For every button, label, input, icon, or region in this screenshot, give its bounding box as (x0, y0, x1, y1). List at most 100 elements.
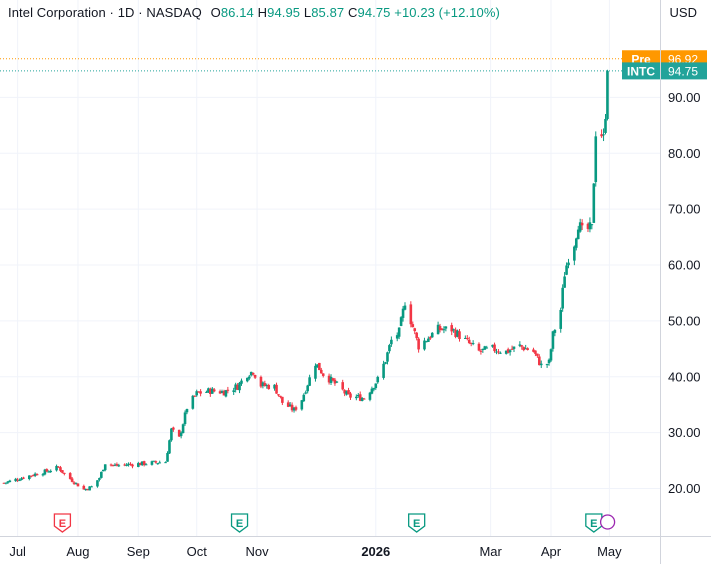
candle[interactable] (123, 463, 126, 467)
candle-body[interactable] (479, 350, 483, 352)
candle-body[interactable] (376, 376, 380, 383)
candle[interactable] (526, 347, 529, 351)
candle-body[interactable] (61, 470, 64, 473)
candle-body[interactable] (586, 223, 590, 229)
candle-body[interactable] (68, 473, 72, 479)
candle-body[interactable] (158, 462, 162, 464)
candle[interactable] (168, 439, 171, 454)
candle[interactable] (72, 481, 76, 486)
candle[interactable] (532, 347, 535, 353)
candle[interactable] (429, 335, 432, 341)
candle-body[interactable] (549, 349, 553, 361)
candle[interactable] (510, 345, 514, 350)
candle-body[interactable] (450, 325, 454, 332)
candle-body[interactable] (491, 344, 494, 347)
candle[interactable] (477, 342, 481, 352)
candle-body[interactable] (526, 348, 529, 350)
candle[interactable] (574, 237, 578, 251)
earnings-marker-shape[interactable] (585, 513, 603, 533)
candle[interactable] (96, 480, 99, 488)
candle[interactable] (390, 336, 393, 347)
candle-body[interactable] (273, 384, 276, 389)
candle-body[interactable] (356, 394, 360, 397)
candle[interactable] (29, 475, 33, 478)
candle[interactable] (594, 131, 598, 187)
candle-body[interactable] (125, 464, 128, 466)
candle-body[interactable] (127, 463, 130, 466)
candle-body[interactable] (277, 394, 280, 396)
candle-body[interactable] (286, 402, 290, 407)
candle-body[interactable] (343, 390, 346, 394)
candle[interactable] (158, 460, 162, 464)
candle-body[interactable] (409, 304, 413, 325)
candle-body[interactable] (16, 479, 19, 481)
candle-body[interactable] (471, 343, 475, 345)
candle-body[interactable] (281, 396, 284, 403)
candle-body[interactable] (179, 432, 183, 437)
candle[interactable] (166, 451, 169, 462)
candle-body[interactable] (294, 407, 298, 410)
candle-body[interactable] (86, 489, 90, 491)
candle[interactable] (205, 390, 208, 393)
candle-body[interactable] (355, 396, 358, 399)
candle-body[interactable] (90, 486, 93, 488)
earnings-marker[interactable]: E (230, 513, 249, 533)
candle-body[interactable] (518, 344, 522, 346)
candle-body[interactable] (347, 390, 350, 394)
earnings-marker-shape[interactable] (230, 513, 249, 533)
candle-body[interactable] (100, 471, 103, 478)
candle-body[interactable] (551, 331, 555, 349)
candle-body[interactable] (140, 461, 144, 466)
candle-body[interactable] (137, 463, 140, 467)
candle-body[interactable] (504, 350, 508, 354)
candle[interactable] (423, 337, 426, 351)
candle-body[interactable] (467, 339, 471, 344)
candle[interactable] (103, 464, 107, 472)
candle-body[interactable] (341, 382, 345, 390)
candle[interactable] (177, 429, 181, 437)
candle[interactable] (573, 245, 576, 266)
candle[interactable] (193, 395, 197, 398)
candle-body[interactable] (290, 404, 294, 411)
candle[interactable] (199, 389, 202, 397)
candle-body[interactable] (31, 475, 35, 477)
candle[interactable] (399, 316, 403, 327)
candle[interactable] (345, 390, 348, 396)
candle[interactable] (413, 327, 417, 335)
candle-body[interactable] (129, 463, 132, 465)
candle[interactable] (438, 323, 442, 333)
candle[interactable] (90, 485, 93, 488)
candle-body[interactable] (70, 478, 74, 482)
candle-body[interactable] (251, 372, 255, 375)
candle-body[interactable] (316, 364, 319, 368)
candle[interactable] (117, 463, 121, 468)
candle-body[interactable] (150, 461, 154, 465)
candle[interactable] (294, 405, 298, 412)
candle[interactable] (290, 402, 294, 413)
candle-body[interactable] (590, 224, 594, 226)
candle-body[interactable] (55, 465, 58, 471)
candle-body[interactable] (545, 364, 549, 366)
candle[interactable] (450, 322, 454, 336)
candle[interactable] (261, 381, 265, 389)
candle[interactable] (458, 328, 461, 342)
candle[interactable] (321, 373, 325, 378)
candle-body[interactable] (349, 393, 352, 398)
candle-body[interactable] (267, 385, 271, 390)
candle-body[interactable] (109, 464, 113, 466)
candle-body[interactable] (218, 391, 222, 394)
candle-body[interactable] (84, 488, 88, 491)
candle-body[interactable] (567, 262, 570, 266)
candle[interactable] (4, 482, 8, 485)
candle[interactable] (6, 480, 10, 485)
candle-body[interactable] (199, 391, 202, 394)
candle[interactable] (469, 342, 473, 347)
candle-body[interactable] (436, 324, 440, 335)
candle[interactable] (125, 463, 128, 467)
candle[interactable] (318, 362, 321, 371)
candle[interactable] (518, 341, 522, 348)
candle-body[interactable] (510, 348, 514, 350)
candle-body[interactable] (18, 480, 21, 482)
candle-body[interactable] (469, 342, 473, 344)
candle-body[interactable] (358, 394, 362, 401)
